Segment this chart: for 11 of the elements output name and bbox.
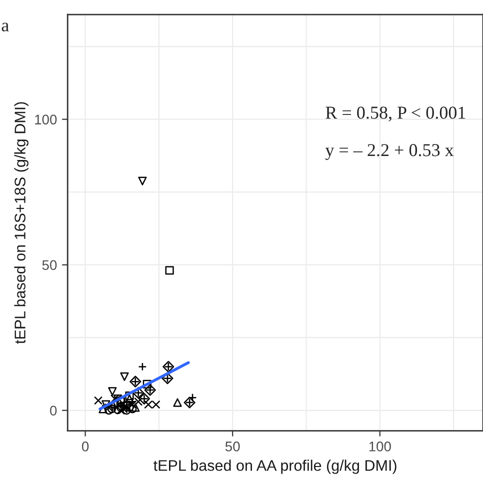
annotation: R = 0.58, P < 0.001 xyxy=(326,106,466,122)
x-axis-title: tEPL based on AA profile (g/kg DMI) xyxy=(154,460,396,474)
x-tick-label: 50 xyxy=(225,442,240,452)
y-tick-label: 100 xyxy=(35,114,57,124)
y-tick-label: 0 xyxy=(50,406,57,416)
y-axis-title: tEPL based on 16S+18S (g/kg DMI) xyxy=(14,102,28,344)
annotation: y = – 2.2 + 0.53 x xyxy=(325,144,454,160)
y-tick-label: 50 xyxy=(42,260,57,270)
text: a xyxy=(2,22,9,32)
x-tick-label: 100 xyxy=(369,442,391,452)
x-tick-label: 0 xyxy=(82,442,89,452)
